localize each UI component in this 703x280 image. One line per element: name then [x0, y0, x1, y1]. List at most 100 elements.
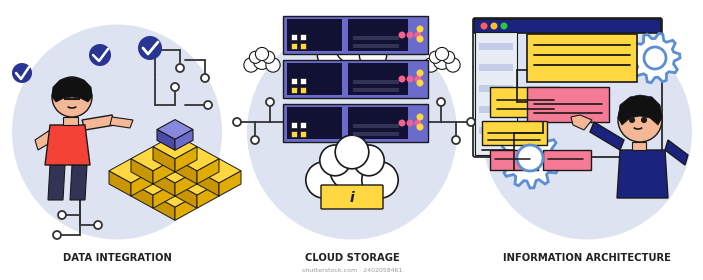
- Circle shape: [467, 118, 475, 126]
- Circle shape: [306, 162, 342, 198]
- Polygon shape: [175, 130, 193, 150]
- Bar: [283, 104, 428, 142]
- Polygon shape: [618, 95, 662, 125]
- Circle shape: [629, 118, 635, 123]
- Bar: [300, 78, 306, 84]
- Circle shape: [266, 58, 280, 72]
- Circle shape: [176, 64, 184, 72]
- Circle shape: [491, 22, 498, 29]
- Ellipse shape: [12, 25, 222, 239]
- Polygon shape: [153, 147, 175, 172]
- Circle shape: [255, 47, 269, 60]
- Circle shape: [642, 118, 647, 123]
- Circle shape: [330, 146, 375, 191]
- Circle shape: [386, 25, 394, 34]
- Circle shape: [201, 74, 209, 82]
- Polygon shape: [197, 171, 219, 196]
- Polygon shape: [175, 183, 197, 208]
- Bar: [353, 132, 399, 136]
- Circle shape: [335, 30, 369, 63]
- Bar: [475, 32, 517, 155]
- Ellipse shape: [247, 25, 457, 239]
- Polygon shape: [70, 165, 87, 200]
- Bar: [283, 60, 428, 98]
- Circle shape: [437, 98, 445, 106]
- Polygon shape: [590, 122, 624, 150]
- Polygon shape: [153, 195, 175, 220]
- Bar: [300, 87, 306, 93]
- Polygon shape: [157, 120, 193, 139]
- Bar: [287, 107, 342, 139]
- Circle shape: [89, 44, 111, 66]
- Polygon shape: [82, 115, 115, 130]
- Bar: [353, 88, 399, 92]
- Bar: [291, 122, 297, 128]
- Bar: [300, 131, 306, 137]
- Circle shape: [244, 58, 258, 72]
- Bar: [283, 16, 428, 54]
- Circle shape: [335, 135, 369, 169]
- Circle shape: [340, 21, 365, 46]
- Polygon shape: [175, 195, 197, 220]
- Polygon shape: [45, 125, 90, 165]
- Circle shape: [416, 25, 423, 32]
- Bar: [479, 85, 513, 92]
- Bar: [300, 43, 306, 49]
- Polygon shape: [630, 33, 680, 83]
- Ellipse shape: [482, 25, 692, 239]
- Circle shape: [446, 58, 460, 72]
- Bar: [543, 150, 591, 170]
- Circle shape: [517, 145, 543, 171]
- Circle shape: [424, 58, 438, 72]
- Bar: [353, 80, 399, 84]
- Polygon shape: [665, 140, 688, 165]
- Circle shape: [406, 120, 413, 127]
- Bar: [348, 63, 408, 95]
- Bar: [382, 32, 408, 37]
- Bar: [479, 106, 513, 113]
- Text: shutterstock.com · 2402058461: shutterstock.com · 2402058461: [302, 269, 402, 274]
- Bar: [291, 87, 297, 93]
- Polygon shape: [131, 183, 153, 208]
- Polygon shape: [175, 159, 197, 184]
- Circle shape: [435, 47, 449, 60]
- Polygon shape: [153, 159, 197, 183]
- Bar: [291, 78, 297, 84]
- Circle shape: [253, 52, 271, 69]
- Circle shape: [328, 29, 351, 52]
- Circle shape: [399, 120, 406, 127]
- Circle shape: [433, 52, 451, 69]
- Polygon shape: [157, 130, 175, 150]
- Circle shape: [415, 120, 422, 127]
- Polygon shape: [131, 171, 153, 196]
- Circle shape: [353, 29, 376, 52]
- Circle shape: [382, 30, 392, 40]
- Bar: [482, 121, 547, 145]
- Bar: [317, 48, 387, 60]
- Circle shape: [398, 30, 408, 40]
- Text: DATA INTEGRATION: DATA INTEGRATION: [63, 253, 172, 263]
- Circle shape: [362, 162, 398, 198]
- Polygon shape: [153, 183, 175, 208]
- Bar: [287, 19, 342, 51]
- Polygon shape: [175, 171, 219, 195]
- Circle shape: [53, 231, 61, 239]
- Circle shape: [399, 76, 406, 83]
- Bar: [348, 107, 408, 139]
- Circle shape: [354, 145, 385, 176]
- Circle shape: [430, 51, 441, 63]
- Polygon shape: [109, 171, 131, 196]
- Polygon shape: [153, 171, 175, 196]
- Bar: [353, 124, 399, 128]
- Circle shape: [251, 136, 259, 144]
- Circle shape: [452, 136, 460, 144]
- Circle shape: [390, 22, 400, 32]
- Circle shape: [416, 36, 423, 43]
- Polygon shape: [175, 147, 219, 171]
- Circle shape: [58, 211, 66, 219]
- Polygon shape: [131, 171, 175, 195]
- Bar: [490, 87, 560, 117]
- Polygon shape: [175, 171, 197, 196]
- Polygon shape: [197, 183, 219, 208]
- Polygon shape: [131, 147, 175, 171]
